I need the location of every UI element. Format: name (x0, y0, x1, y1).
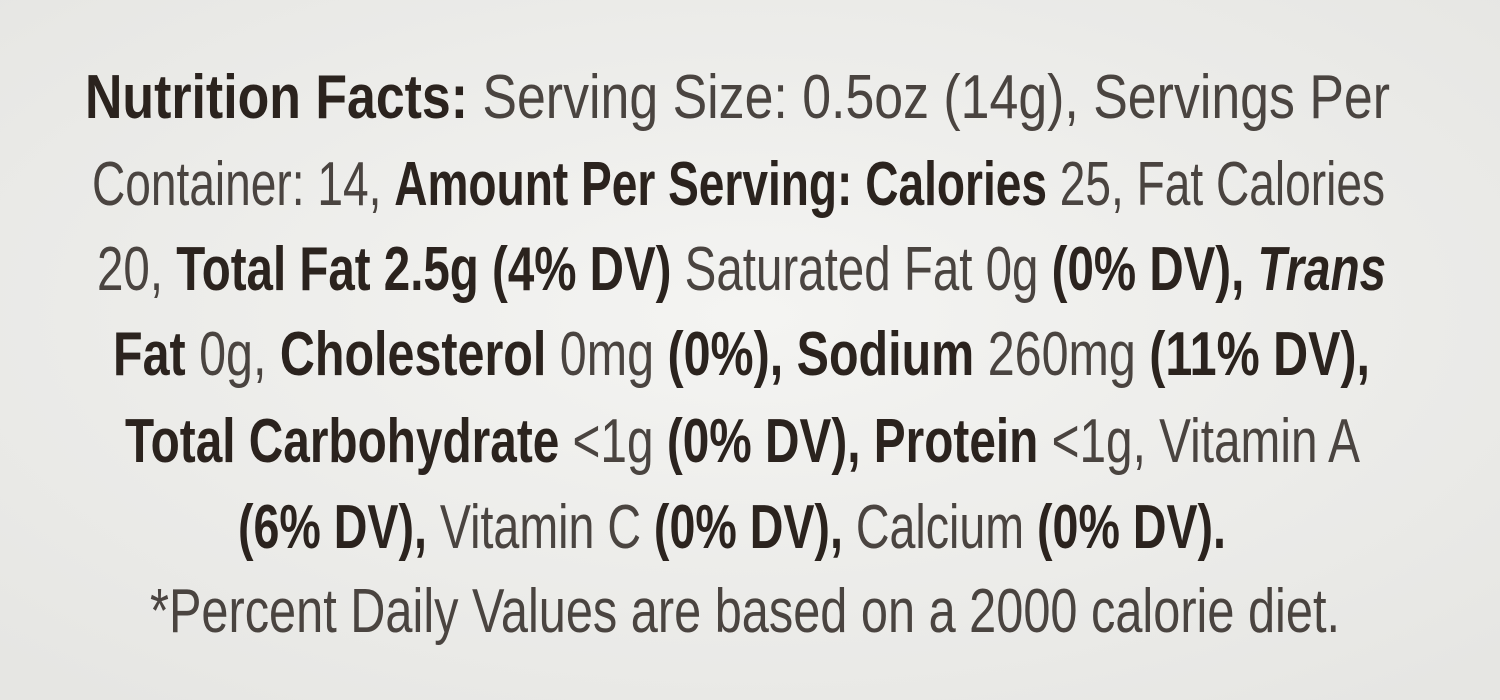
label-segment: (0% DV), Protein (667, 407, 1038, 476)
label-segment: Container: 14, (92, 150, 394, 219)
label-segment: 25, Fat Calories (1047, 150, 1385, 219)
label-segment: 0mg (546, 320, 667, 389)
label-segment: <1g, Vitamin A (1038, 407, 1360, 476)
label-segment: 260mg (974, 320, 1149, 389)
label-segment: 0g, (186, 320, 280, 389)
label-segment: Total Carbohydrate (125, 407, 559, 476)
label-segment: Nutrition Facts: (85, 63, 468, 132)
label-segment: (6% DV), (238, 493, 427, 562)
label-line: Fat 0g, Cholesterol 0mg (0%), Sodium 260… (113, 320, 1370, 389)
label-line: Total Carbohydrate <1g (0% DV), Protein … (125, 407, 1360, 476)
label-segment: (0% DV), (654, 493, 843, 562)
label-segment: *Percent Daily Values are based on a 200… (150, 577, 1340, 646)
label-line: Container: 14, Amount Per Serving: Calor… (92, 150, 1385, 219)
label-segment: Trans (1258, 235, 1386, 304)
label-segment: Amount Per Serving: Calories (394, 150, 1047, 219)
label-line: *Percent Daily Values are based on a 200… (150, 577, 1340, 646)
label-segment: 20, (97, 235, 176, 304)
label-segment: (0%), Sodium (667, 320, 974, 389)
label-line: 20, Total Fat 2.5g (4% DV) Saturated Fat… (97, 235, 1386, 304)
label-segment: (0% DV). (1037, 493, 1226, 562)
label-line: (6% DV), Vitamin C (0% DV), Calcium (0% … (238, 493, 1226, 562)
label-segment: Fat (113, 320, 186, 389)
label-segment: Total Fat 2.5g (4% DV) (176, 235, 671, 304)
label-line: Nutrition Facts: Serving Size: 0.5oz (14… (85, 63, 1390, 132)
label-segment: (11% DV), (1149, 320, 1370, 389)
label-segment: Vitamin C (427, 493, 654, 562)
label-segment: Calcium (843, 493, 1037, 562)
label-segment: (0% DV), (1052, 235, 1258, 304)
label-segment: Saturated Fat 0g (671, 235, 1051, 304)
label-segment: Cholesterol (280, 320, 546, 389)
label-segment: <1g (559, 407, 667, 476)
label-segment: Serving Size: 0.5oz (14g), Servings Per (468, 63, 1390, 132)
